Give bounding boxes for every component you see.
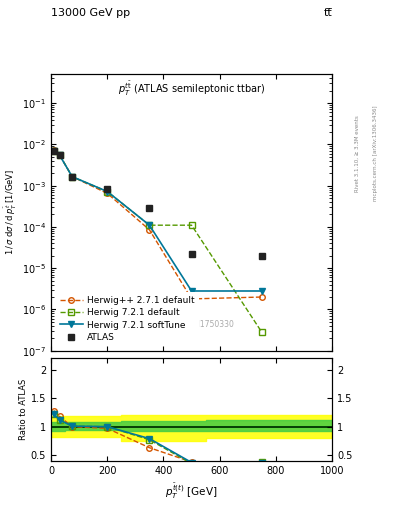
ATLAS [57,152,62,158]
Herwig++ 2.7.1 default [70,174,75,180]
Herwig 7.2.1 softTune [105,188,110,195]
ATLAS [51,147,56,154]
Herwig++ 2.7.1 default [189,296,194,302]
Herwig 7.2.1 softTune [70,174,75,180]
Herwig 7.2.1 default [105,188,110,195]
Text: $p_T^{t\bar{\mathrm{t}}}$ (ATLAS semileptonic ttbar): $p_T^{t\bar{\mathrm{t}}}$ (ATLAS semilep… [118,80,265,98]
Herwig 7.2.1 softTune [259,288,264,294]
Text: mcplots.cern.ch [arXiv:1306.3436]: mcplots.cern.ch [arXiv:1306.3436] [373,106,378,201]
Line: ATLAS: ATLAS [50,147,265,259]
Herwig++ 2.7.1 default [259,294,264,300]
X-axis label: $p_T^{\bar{t}(t)}\;[\mathrm{GeV}]$: $p_T^{\bar{t}(t)}\;[\mathrm{GeV}]$ [165,481,218,501]
ATLAS [189,251,194,257]
ATLAS [70,174,75,180]
Herwig 7.2.1 softTune [57,152,62,158]
Line: Herwig++ 2.7.1 default: Herwig++ 2.7.1 default [51,147,264,302]
Herwig 7.2.1 default [147,222,152,228]
Herwig 7.2.1 default [51,147,56,154]
Text: Rivet 3.1.10, ≥ 3.3M events: Rivet 3.1.10, ≥ 3.3M events [355,115,360,192]
Text: ATLAS_2019_I1750330: ATLAS_2019_I1750330 [148,319,235,329]
Text: tt̅: tt̅ [323,8,332,18]
Line: Herwig 7.2.1 softTune: Herwig 7.2.1 softTune [51,147,265,294]
Herwig++ 2.7.1 default [57,152,62,158]
Herwig++ 2.7.1 default [147,227,152,233]
Y-axis label: Ratio to ATLAS: Ratio to ATLAS [19,379,28,440]
Herwig 7.2.1 default [70,174,75,180]
Text: 13000 GeV pp: 13000 GeV pp [51,8,130,18]
Herwig 7.2.1 default [259,329,264,335]
Herwig++ 2.7.1 default [105,190,110,197]
Herwig 7.2.1 default [189,222,194,228]
Herwig 7.2.1 softTune [189,288,194,294]
Herwig 7.2.1 default [57,152,62,158]
Line: Herwig 7.2.1 default: Herwig 7.2.1 default [51,148,264,335]
Legend: Herwig++ 2.7.1 default, Herwig 7.2.1 default, Herwig 7.2.1 softTune, ATLAS: Herwig++ 2.7.1 default, Herwig 7.2.1 def… [55,292,199,346]
Y-axis label: $1\,/\,\sigma\;\mathrm{d}\sigma\,/\,\mathrm{d}\,p_T^{\bar{t}}\;[1/\mathrm{GeV}]$: $1\,/\,\sigma\;\mathrm{d}\sigma\,/\,\mat… [3,169,19,255]
ATLAS [105,185,110,191]
Herwig 7.2.1 softTune [147,222,152,228]
Herwig++ 2.7.1 default [51,147,56,153]
ATLAS [259,253,264,259]
ATLAS [147,205,152,211]
Herwig 7.2.1 softTune [51,147,56,154]
